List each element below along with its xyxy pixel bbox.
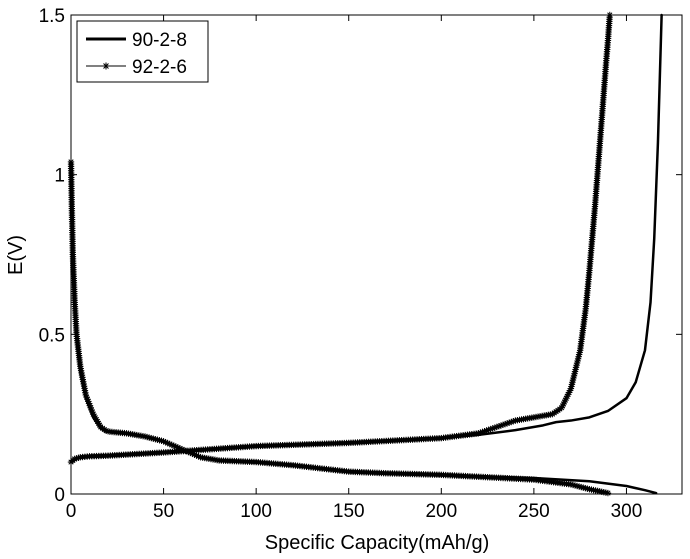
legend-asterisk-marker (102, 62, 110, 70)
x-axis-title: Specific Capacity(mAh/g) (265, 532, 490, 554)
x-tick-label: 200 (425, 501, 457, 522)
series-markers-92-2-6-charge (67, 11, 613, 466)
legend-label-92-2-6: 92-2-6 (132, 57, 187, 78)
x-tick-label: 100 (240, 501, 272, 522)
legend-label-90-2-8: 90-2-8 (132, 30, 187, 51)
data-point (150, 435, 157, 442)
y-tick-label: 0 (54, 485, 65, 506)
x-tick-label: 0 (66, 501, 77, 522)
x-tick-label: 300 (611, 501, 643, 522)
x-tick-label: 50 (153, 501, 174, 522)
plot-frame (70, 14, 683, 495)
y-tick-label: 1 (54, 166, 65, 187)
x-tick-label: 250 (518, 501, 550, 522)
y-tick-label: 0.5 (39, 325, 65, 346)
legend-box (76, 20, 209, 83)
legend: 90-2-8 92-2-6 (76, 20, 209, 83)
legend-marker-92-2-6 (102, 62, 110, 70)
ticks-layer: 0 50 100 150 200 250 300 0 0.5 1 1.5 (39, 6, 682, 522)
y-axis-title: E(V) (5, 235, 27, 275)
x-tick-label: 150 (333, 501, 365, 522)
data-point (172, 443, 180, 450)
y-tick-label: 1.5 (39, 6, 65, 27)
plot-background (71, 15, 682, 494)
data-point (195, 453, 202, 460)
data-point (604, 489, 612, 497)
